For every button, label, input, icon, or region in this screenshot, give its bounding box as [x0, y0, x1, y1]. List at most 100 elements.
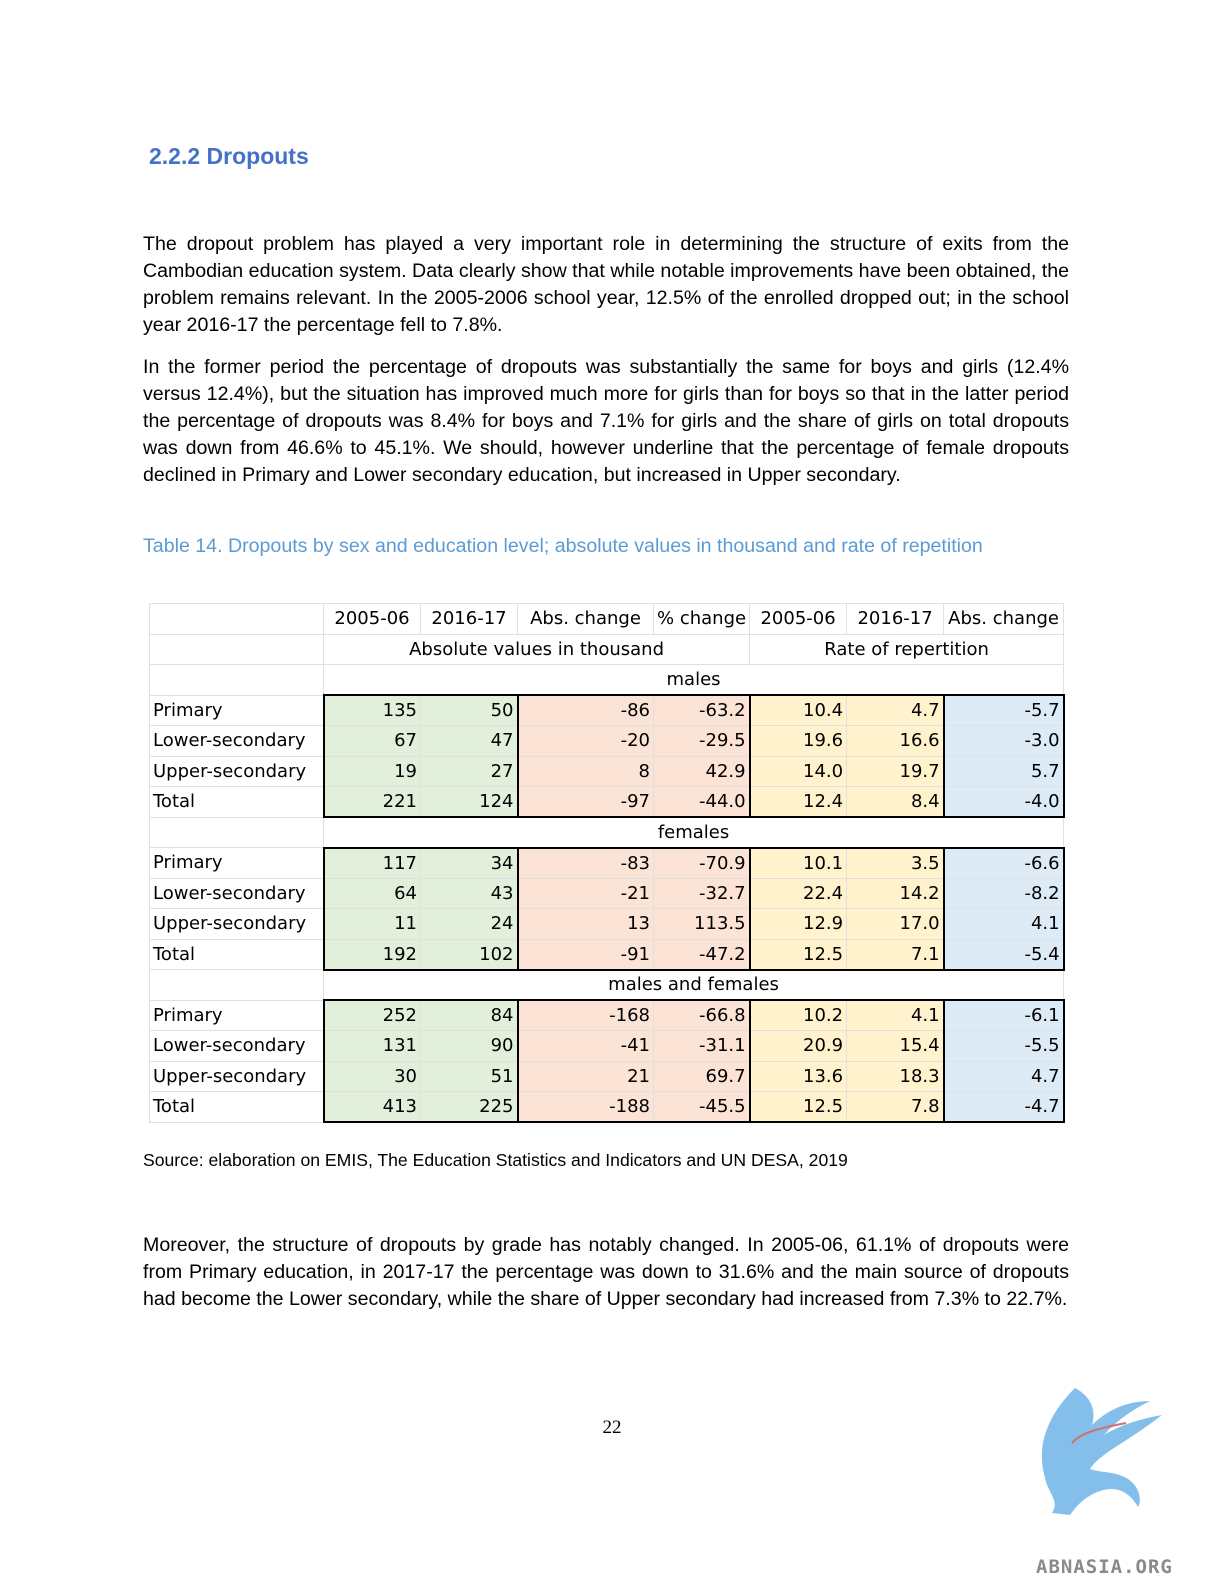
section-title-row: males and females	[149, 969, 1065, 1001]
col-header-abs-2016: 2016-17	[420, 603, 518, 635]
table-cell: -29.5	[652, 725, 751, 757]
table-cell: -188	[516, 1091, 654, 1123]
table-cell: 102	[420, 938, 519, 971]
group-header-rate: Rate of repertition	[749, 633, 1065, 665]
row-label: Upper-secondary	[149, 908, 324, 940]
table-cell: 12.4	[748, 786, 848, 818]
column-header-row: 2005-06 2016-17 Abs. change % change 200…	[149, 603, 1065, 635]
table-cell: 7.1	[846, 938, 945, 971]
table-row: Lower-secondary 131 90 -41 -31.1 20.9 15.4 -5.5	[149, 1030, 1065, 1062]
table-cell: 11	[322, 908, 421, 940]
table-cell: -63.2	[652, 694, 751, 726]
table-cell: 19.7	[846, 755, 945, 787]
table-cell: 15.4	[846, 1030, 945, 1062]
table-cell: -6.1	[942, 999, 1065, 1031]
table-cell: -4.7	[942, 1091, 1065, 1123]
paragraph-structure: Moreover, the structure of dropouts by g…	[143, 1234, 1069, 1310]
section-label-blank	[149, 664, 324, 696]
table-cell: 19.6	[748, 725, 848, 757]
col-header-abs-2005: 2005-06	[323, 603, 421, 635]
row-label: Lower-secondary	[149, 725, 324, 757]
table-cell: -44.0	[652, 786, 751, 818]
table-cell: 5.7	[942, 755, 1065, 787]
paragraph-gender: In the former period the percentage of d…	[143, 356, 1069, 486]
table-cell: 16.6	[846, 725, 945, 757]
table-cell: 13.6	[748, 1060, 848, 1092]
table-cell: 43	[420, 877, 519, 909]
corner-cell	[149, 633, 324, 665]
table-cell: 12.5	[748, 1091, 848, 1123]
table-cell: 19	[322, 755, 421, 787]
col-header-rate-2016: 2016-17	[846, 603, 945, 635]
table-cell: 24	[420, 908, 519, 940]
table-cell: 34	[420, 846, 519, 879]
section-title-row: males	[149, 664, 1065, 696]
table-row: Upper-secondary 19 27 8 42.9 14.0 19.7 5.7	[149, 755, 1065, 787]
row-label: Primary	[149, 694, 324, 726]
table-cell: 17.0	[846, 908, 945, 940]
group-header-absolute: Absolute values in thousand	[322, 633, 751, 665]
table-cell: 42.9	[652, 755, 751, 787]
table-cell: 21	[516, 1060, 654, 1092]
table-cell: 51	[420, 1060, 519, 1092]
section-title-row: females	[149, 816, 1065, 848]
table-cell: 14.0	[748, 755, 848, 787]
table-cell: 8	[516, 755, 654, 787]
table-cell: -6.6	[942, 846, 1065, 879]
table-cell: 50	[420, 694, 519, 726]
table-cell: 225	[420, 1091, 519, 1123]
table-cell: 135	[322, 694, 421, 726]
table-cell: 10.1	[748, 846, 848, 879]
table-cell: -168	[516, 999, 654, 1031]
table-cell: 12.5	[748, 938, 848, 971]
table-row: Lower-secondary 67 47 -20 -29.5 19.6 16.6 -3.0	[149, 725, 1065, 757]
table-cell: 4.1	[846, 999, 945, 1031]
table-cell: -31.1	[652, 1030, 751, 1062]
row-label: Total	[149, 1091, 324, 1123]
table-row: Upper-secondary 11 24 13 113.5 12.9 17.0 4.1	[149, 908, 1065, 940]
row-label: Upper-secondary	[149, 1060, 324, 1092]
col-header-rate-change: Abs. change	[943, 603, 1065, 635]
table-cell: 117	[322, 846, 421, 879]
table-cell: 4.7	[942, 1060, 1065, 1092]
table-cell: -66.8	[652, 999, 751, 1031]
table-cell: -83	[516, 846, 654, 879]
section-label-blank	[149, 816, 324, 848]
table-cell: 124	[420, 786, 519, 818]
table-cell: -20	[516, 725, 654, 757]
table-cell: -21	[516, 877, 654, 909]
table-row: Upper-secondary 30 51 21 69.7 13.6 18.3 4.7	[149, 1060, 1065, 1092]
corner-cell	[149, 603, 324, 635]
col-header-rate-2005: 2005-06	[749, 603, 848, 635]
table-cell: -97	[516, 786, 654, 818]
table-row: Total 413 225 -188 -45.5 12.5 7.8 -4.7	[149, 1091, 1065, 1123]
dropouts-table: 2005-06 2016-17 Abs. change % change 200…	[149, 603, 1065, 1123]
page-number: 22	[602, 1417, 622, 1438]
table-cell: 10.2	[748, 999, 848, 1031]
row-label: Lower-secondary	[149, 1030, 324, 1062]
table-cell: 67	[322, 725, 421, 757]
table-cell: 131	[322, 1030, 421, 1062]
table-cell: 413	[322, 1091, 421, 1123]
table-cell: 12.9	[748, 908, 848, 940]
table-cell: -70.9	[652, 846, 751, 879]
row-label: Primary	[149, 847, 324, 879]
table-cell: 20.9	[748, 1030, 848, 1062]
section-title: males and females	[322, 969, 1065, 1001]
row-label: Upper-secondary	[149, 755, 324, 787]
section-label-blank	[149, 969, 324, 1001]
table-cell: 14.2	[846, 877, 945, 909]
section-heading: 2.2.2 Dropouts	[149, 143, 309, 169]
table-cell: -3.0	[942, 725, 1065, 757]
section-title: males	[322, 664, 1065, 696]
table-cell: -41	[516, 1030, 654, 1062]
table-cell: -86	[516, 694, 654, 726]
table-cell: 47	[420, 725, 519, 757]
table-row: Primary 135 50 -86 -63.2 10.4 4.7 -5.7	[149, 694, 1065, 726]
table-cell: 4.1	[942, 908, 1065, 940]
table-caption: Table 14. Dropouts by sex and education …	[143, 535, 983, 557]
section-title: females	[322, 816, 1065, 848]
table-cell: -32.7	[652, 877, 751, 909]
table-cell: 3.5	[846, 846, 945, 879]
watermark-text: ABNASIA.ORG	[1036, 1556, 1173, 1578]
